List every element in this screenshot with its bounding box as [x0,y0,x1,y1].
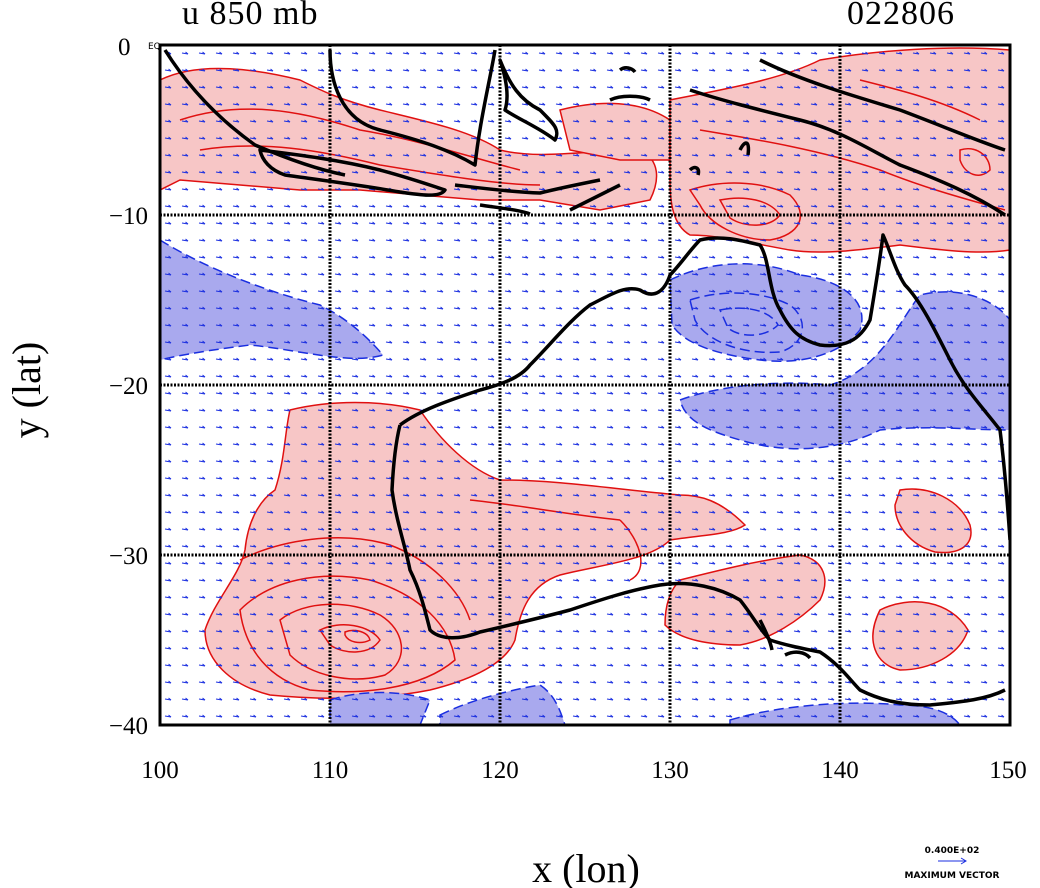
y-tick-m40: −40 [109,713,148,740]
y-tick-eq: EQ [148,42,161,52]
coast-lesser-sunda-1 [454,178,601,195]
x-tick-120: 120 [481,757,519,784]
plot-frame [158,43,1012,727]
coast-new-guinea-north [759,58,1006,152]
x-tick-110: 110 [312,757,349,784]
coast-timor [569,183,621,212]
max-vector-legend: 0.400E+02 MAXIMUM VECTOR [904,846,999,881]
coast-small-island-2 [618,66,637,74]
y-tick-m20: −20 [109,373,148,400]
coast-sulawesi [498,58,559,142]
coast-tasmania-approach [784,650,812,660]
max-vector-value: 0.400E+02 [925,846,980,856]
coast-small-island-3 [738,141,751,156]
coast-australia-west [390,424,1006,707]
y-axis-label: y (lat) [4,342,49,439]
y-tick-0: 0 [118,34,131,61]
coast-australia-main [398,233,1010,541]
grid-lines [160,45,1010,725]
x-tick-150: 150 [989,757,1027,784]
x-axis-label: x (lon) [532,846,640,888]
y-tick-m30: −30 [109,543,148,570]
coast-sumatra [163,49,346,177]
max-vector-arrowhead [960,857,967,865]
max-vector-label: MAXIMUM VECTOR [904,871,999,881]
date-label: 022806 [847,0,955,32]
coast-borneo [328,49,497,167]
x-tick-140: 140 [821,757,859,784]
field-title: u 850 mb [182,0,318,32]
coastlines [163,49,1010,707]
coast-lesser-sunda-2 [479,203,531,216]
x-tick-100: 100 [141,757,179,784]
x-tick-130: 130 [651,757,689,784]
coast-small-island-1 [609,94,651,102]
y-tick-m10: −10 [109,203,148,230]
coast-new-guinea [689,88,1006,217]
coast-small-island-4 [688,165,701,176]
coast-java [258,148,447,197]
coast-spencer-gulf [758,619,774,651]
